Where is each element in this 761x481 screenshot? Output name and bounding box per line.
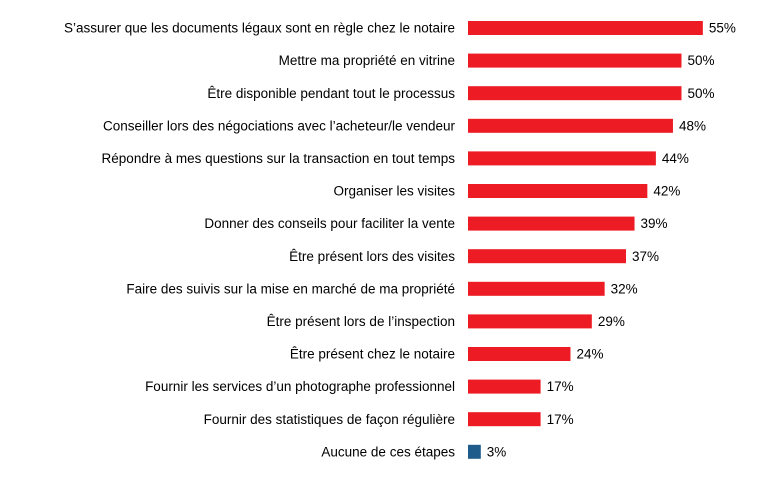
bar <box>468 216 635 231</box>
bar <box>468 444 481 459</box>
category-label: Organiser les visites <box>333 184 455 199</box>
bar <box>468 53 682 68</box>
value-label: 42% <box>653 184 680 199</box>
category-label: Donner des conseils pour faciliter la ve… <box>204 216 455 231</box>
value-label: 55% <box>709 21 736 36</box>
category-label: Être présent lors des visites <box>289 249 455 264</box>
category-label: Aucune de ces étapes <box>321 444 455 459</box>
bar <box>468 151 656 166</box>
value-label: 37% <box>632 249 659 264</box>
value-label: 48% <box>679 118 706 133</box>
category-label: S’assurer que les documents légaux sont … <box>64 21 455 36</box>
bar <box>468 118 673 133</box>
bar <box>468 379 541 394</box>
category-label: Répondre à mes questions sur la transact… <box>102 151 456 166</box>
category-label: Être présent chez le notaire <box>290 347 455 362</box>
value-label: 50% <box>688 53 715 68</box>
bar <box>468 314 592 329</box>
value-label: 44% <box>662 151 689 166</box>
bar <box>468 86 682 101</box>
bar <box>468 249 626 264</box>
value-label: 29% <box>598 314 625 329</box>
value-label: 50% <box>688 86 715 101</box>
bar <box>468 281 605 296</box>
value-label: 17% <box>547 379 574 394</box>
value-label: 32% <box>611 281 638 296</box>
category-label: Faire des suivis sur la mise en marché d… <box>126 281 455 296</box>
value-label: 17% <box>547 412 574 427</box>
category-label: Fournir des statistiques de façon réguli… <box>204 412 455 427</box>
bar <box>468 184 648 198</box>
category-label: Être disponible pendant tout le processu… <box>207 86 455 101</box>
value-label: 24% <box>576 347 603 362</box>
bar <box>468 347 571 361</box>
category-label: Être présent lors de l’inspection <box>267 314 455 329</box>
bar <box>468 412 541 427</box>
category-label: Mettre ma propriété en vitrine <box>279 53 455 68</box>
bar <box>468 21 703 35</box>
value-label: 39% <box>641 216 668 231</box>
value-label: 3% <box>487 444 507 459</box>
category-label: Conseiller lors des négociations avec l’… <box>103 118 455 133</box>
category-label: Fournir les services d’un photographe pr… <box>145 379 455 394</box>
